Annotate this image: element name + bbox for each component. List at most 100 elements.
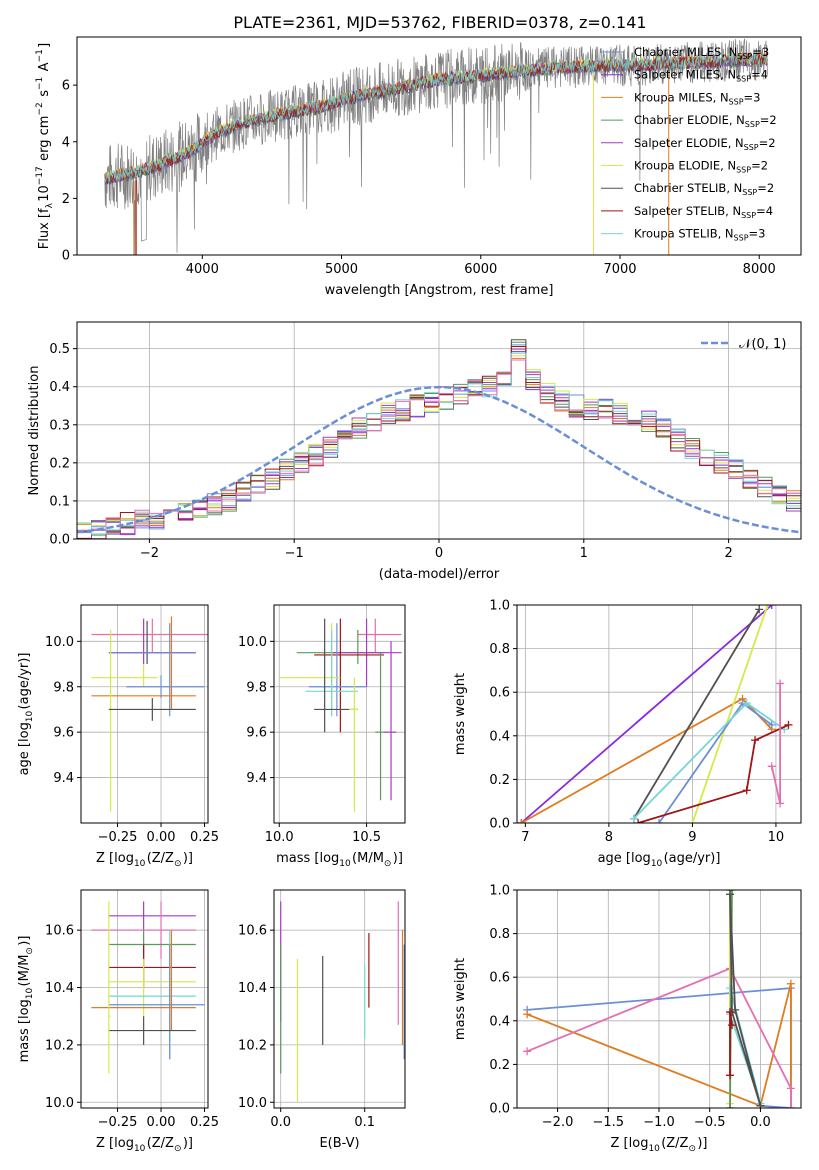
weight-point-marker: [728, 890, 737, 894]
histogram-step-line: [77, 344, 801, 539]
y-tick-label: 1.0: [489, 599, 510, 614]
y-tick-label: 10.6: [238, 924, 267, 939]
y-tick-label: 0.1: [49, 494, 70, 509]
x-tick-label: 5000: [325, 262, 358, 277]
panel-age-vs-z: −0.25 0.00 0.25 9.4 9.6 9.8 10.0 Z [log10 (Z/Z⊙…: [17, 604, 219, 869]
x-tick-label: −1.0: [643, 1115, 675, 1130]
x-axis-label: Z [log10 (Z/Z⊙ )]: [96, 1136, 193, 1154]
gaussian-reference-line: [77, 385, 801, 534]
y-tick-label: 10.4: [238, 981, 267, 996]
y-tick-label: 0.6: [489, 686, 510, 701]
panel-weight-vs-z: −2.0 −1.5 −1.0 −0.5 0.0 0.0 0.2 0.4 0.6 0.8 1.0 Z […: [453, 884, 802, 1154]
y-tick-label: 0.2: [49, 456, 70, 471]
weight-point-marker: [763, 605, 772, 609]
weight-point-marker: [726, 984, 734, 993]
histogram-step-line: [77, 341, 801, 539]
legend-entry: Chabrier STELIB, NSSP=2: [634, 181, 774, 197]
y-tick-label: 9.8: [246, 680, 267, 695]
x-tick-label: −1.5: [592, 1115, 624, 1130]
y-tick-label: 0.2: [489, 1058, 510, 1073]
weight-point-marker: [742, 699, 751, 708]
legend-entry: Salpeter MILES, NSSP=4: [634, 68, 768, 84]
axes-frame: [80, 889, 209, 1109]
axes-frame: [80, 604, 209, 824]
y-tick-label: 0.4: [49, 380, 70, 395]
weight-point-marker: [751, 736, 760, 745]
plot-area-weight-vs-z: [523, 890, 795, 1108]
x-axis-label: mass [log10 (M/M⊙ )]: [276, 851, 403, 869]
x-tick-label: −2: [140, 546, 159, 561]
y-tick-label: 9.8: [53, 680, 74, 695]
x-tick-label: −0.25: [98, 830, 138, 845]
y-tick-label: 10.2: [238, 1038, 267, 1053]
panel-weight-vs-age: 7 8 9 10 0.0 0.2 0.4 0.6 0.8 1.0 age [log10 (age/y…: [453, 599, 802, 869]
y-tick-label: 0.8: [489, 927, 510, 942]
panel-mass-vs-ebv: 0.0 0.1 10.0 10.2 10.4 10.6 E(B-V): [238, 889, 406, 1151]
weight-point-marker: [728, 1021, 737, 1030]
y-tick-label: 0.4: [489, 729, 510, 744]
y-tick-label: 10.0: [45, 1096, 74, 1111]
x-axis-label: Z [log10 (Z/Z⊙ )]: [611, 1136, 708, 1154]
panel-spectrum: 4000 5000 6000 7000 8000 0 2 4 6 wavelength [Angs…: [35, 36, 802, 298]
panel-age-vs-mass: 10.0 10.5 9.4 9.6 9.8 10.0 mass [log10 (M/M⊙ )…: [238, 604, 406, 869]
axes-frame: [516, 604, 802, 824]
weight-series-line: [691, 605, 769, 823]
figure-title: PLATE=2361, MJD=53762, FIBERID=0378, z=0…: [233, 13, 646, 32]
weight-point-marker: [776, 679, 785, 688]
histogram-step-line: [77, 346, 801, 539]
weight-point-marker: [784, 720, 793, 729]
weight-point-marker: [742, 786, 751, 795]
weight-point-marker: [634, 819, 643, 823]
plot-area-age-vs-z: [91, 616, 208, 812]
y-tick-label: 10.0: [238, 635, 267, 650]
x-axis-label: wavelength [Angstrom, rest frame]: [325, 283, 554, 298]
weight-point-marker: [767, 605, 776, 609]
x-tick-label: 10.0: [265, 830, 294, 845]
x-tick-label: 9: [688, 830, 696, 845]
weight-point-marker: [767, 762, 776, 771]
plot-area-age-vs-mass: [279, 618, 402, 812]
y-axis-label: Normed distribution: [27, 366, 42, 496]
weight-series-line: [526, 967, 792, 1108]
weight-point-marker: [726, 890, 734, 899]
weight-point-marker: [767, 720, 776, 729]
axes-frame: [76, 36, 802, 256]
x-axis-label: E(B-V): [319, 1136, 359, 1151]
weight-point-marker: [776, 799, 785, 808]
weight-series-line: [658, 701, 773, 823]
histogram-step-line: [77, 339, 801, 539]
weight-point-marker: [688, 819, 697, 823]
weight-point-marker: [523, 1047, 532, 1056]
y-tick-label: 10.2: [45, 1038, 74, 1053]
y-tick-label: 0: [62, 249, 70, 264]
y-tick-label: 0.3: [49, 418, 70, 433]
y-tick-label: 0.0: [49, 533, 70, 548]
axes-frame: [273, 889, 406, 1109]
y-axis-label: mass weight: [453, 958, 468, 1040]
x-tick-label: 10.5: [352, 830, 381, 845]
weight-series-line: [633, 608, 760, 820]
y-tick-label: 9.6: [246, 726, 267, 741]
y-tick-label: 6: [62, 79, 70, 94]
y-axis-label: mass weight: [453, 673, 468, 755]
y-tick-label: 0.6: [489, 971, 510, 986]
x-tick-label: 0.00: [147, 1115, 176, 1130]
y-tick-label: 9.4: [246, 771, 267, 786]
y-axis-label: Flux [fλ 10−17 erg cm−2 s−1 A−1 ]: [35, 43, 55, 249]
x-tick-label: 0.00: [147, 830, 176, 845]
x-tick-label: 0.0: [270, 1115, 291, 1130]
y-tick-label: 0.2: [489, 773, 510, 788]
legend-entry: Kroupa STELIB, NSSP=3: [634, 227, 765, 243]
x-tick-label: 7: [521, 830, 529, 845]
panel-residuals: −2 −1 0 1 2 0.0 0.1 0.2 0.3 0.4 0.5 (data-model)/er…: [27, 321, 802, 582]
x-tick-label: 0.0: [750, 1115, 771, 1130]
y-tick-label: 10.0: [238, 1096, 267, 1111]
x-tick-label: 8: [605, 830, 613, 845]
x-tick-label: −1: [285, 546, 304, 561]
y-tick-label: 10.6: [45, 924, 74, 939]
plot-area-weight-vs-age: [517, 605, 793, 823]
plot-area-spectrum: [104, 38, 768, 255]
weight-series-line: [520, 697, 773, 823]
weight-point-marker: [655, 819, 663, 823]
weight-series-line: [520, 605, 773, 823]
